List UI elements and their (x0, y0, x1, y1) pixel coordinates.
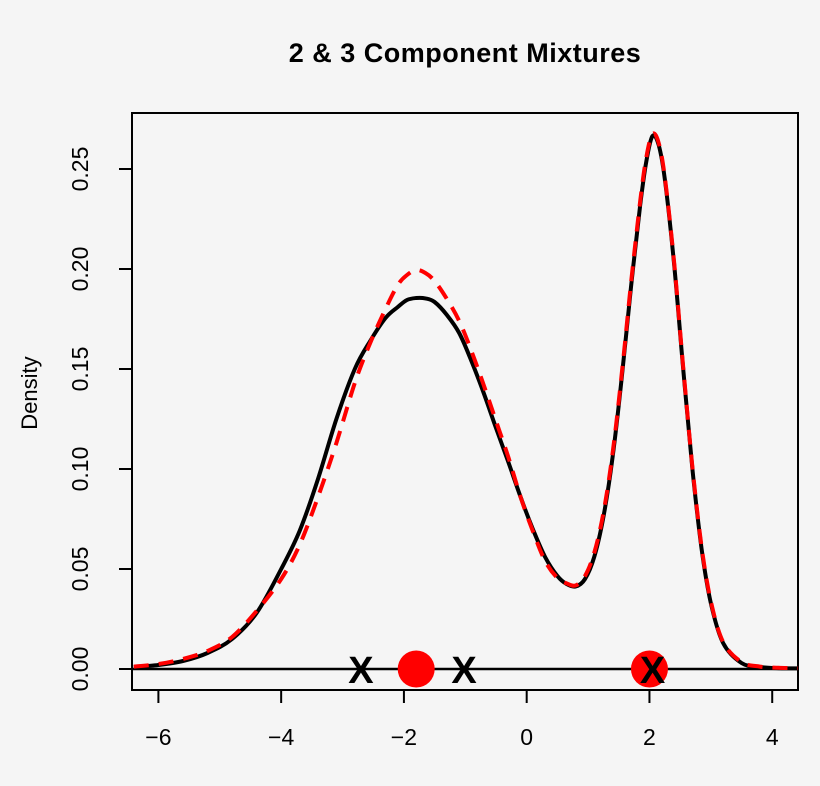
y-tick-label: 0.20 (67, 247, 93, 292)
chart-title: 2 & 3 Component Mixtures (288, 38, 642, 68)
plot-border (131, 112, 799, 691)
component-mean-x: X (348, 650, 374, 692)
y-tick-label: 0.25 (67, 147, 93, 192)
x-tick-label: −6 (145, 724, 171, 750)
component-mean-dot (397, 650, 435, 688)
x-tick-label: −4 (268, 724, 294, 750)
y-tick-label: 0.10 (67, 447, 93, 492)
y-tick-label: 0.15 (67, 347, 93, 392)
x-tick-label: −2 (391, 724, 417, 750)
solid-black-curve (133, 133, 799, 671)
dashed-red-curve (133, 131, 799, 671)
component-mean-x: X (451, 650, 477, 692)
y-tick-label: 0.05 (67, 547, 93, 592)
component-mean-dot (630, 650, 668, 688)
x-tick-label: 2 (643, 724, 656, 750)
y-tick-label: 0.00 (67, 647, 93, 692)
x-tick-label: 0 (520, 724, 533, 750)
x-tick-label: 4 (766, 724, 779, 750)
component-mean-x: X (640, 650, 666, 692)
